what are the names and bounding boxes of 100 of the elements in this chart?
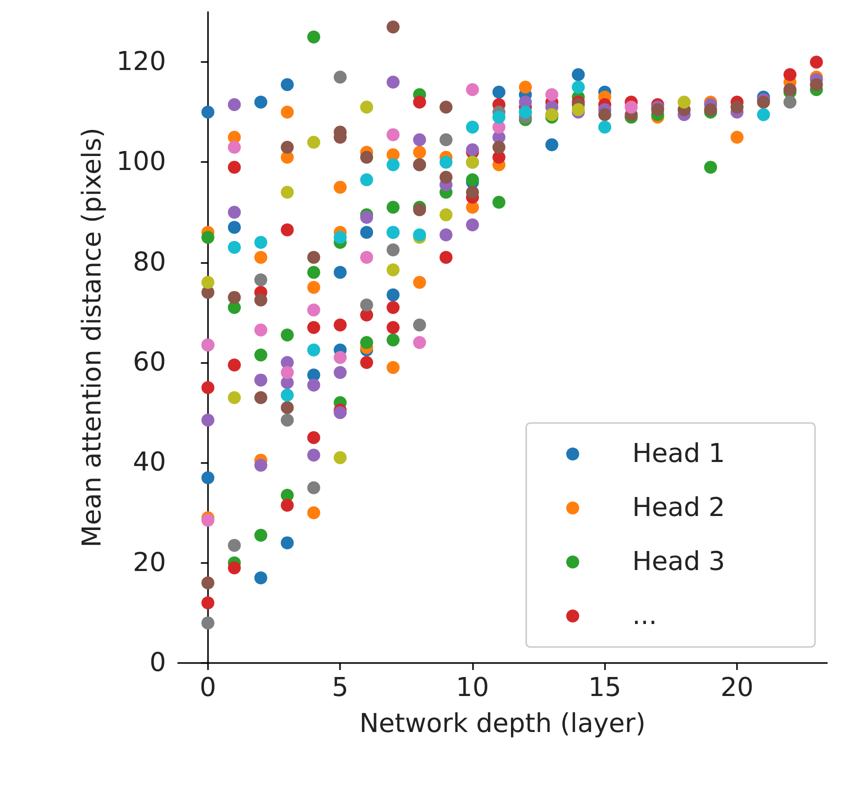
point (360, 100, 374, 114)
point (360, 210, 374, 224)
point (757, 96, 770, 109)
point (386, 200, 400, 214)
point (466, 83, 479, 96)
point (466, 143, 479, 156)
legend-label: Head 3 (632, 547, 726, 577)
point (280, 366, 294, 380)
point (334, 180, 347, 194)
point (572, 68, 585, 82)
point (386, 128, 400, 142)
point (598, 108, 612, 122)
point (334, 451, 347, 464)
point (334, 70, 347, 84)
point (228, 538, 241, 552)
legend-label: Head 1 (632, 439, 726, 469)
point (492, 196, 506, 209)
point (201, 576, 214, 590)
point (307, 303, 320, 316)
point (201, 616, 214, 630)
point (280, 140, 294, 154)
point (228, 98, 241, 112)
point (624, 100, 638, 114)
point (386, 20, 400, 34)
point (280, 388, 294, 402)
point (254, 391, 268, 404)
point (201, 381, 214, 394)
x-tick-label: 0 (200, 673, 216, 703)
y-tick-label: 60 (132, 348, 166, 378)
point (360, 336, 374, 350)
point (413, 203, 426, 216)
point (254, 250, 268, 264)
point (307, 378, 320, 392)
point (518, 80, 532, 94)
point (334, 318, 347, 332)
point (360, 150, 374, 164)
y-axis-title: Mean attention distance (pixels) (77, 128, 108, 548)
point (413, 318, 426, 332)
point (254, 96, 268, 109)
point (280, 78, 294, 92)
point (228, 160, 241, 174)
point (228, 240, 241, 254)
point (440, 133, 453, 146)
y-tick-label: 40 (132, 448, 166, 478)
point (598, 120, 612, 134)
point (254, 374, 268, 387)
point (360, 173, 374, 186)
x-tick-label: 15 (588, 673, 622, 703)
y-tick-label: 20 (132, 548, 166, 578)
point (386, 320, 400, 334)
point (386, 300, 400, 314)
point (386, 158, 400, 172)
point (810, 56, 823, 69)
point (730, 130, 744, 144)
point (413, 133, 426, 146)
point (280, 414, 294, 427)
point (413, 336, 426, 350)
point (334, 366, 347, 380)
point (704, 103, 718, 116)
point (201, 514, 214, 527)
point (783, 68, 796, 82)
point (307, 280, 320, 294)
point (360, 250, 374, 264)
point (651, 103, 664, 116)
point (386, 76, 400, 89)
y-tick-label: 120 (116, 47, 166, 78)
point (307, 136, 320, 149)
y-tick-label: 0 (149, 648, 166, 678)
point (228, 561, 241, 574)
point (201, 596, 214, 610)
point (228, 206, 241, 219)
point (466, 186, 479, 199)
point (386, 361, 400, 374)
point (280, 186, 294, 199)
point (545, 138, 558, 152)
point (413, 96, 426, 109)
point (440, 208, 453, 222)
point (704, 160, 718, 174)
x-axis-title: Network depth (layer) (359, 709, 646, 739)
point (440, 100, 453, 114)
point (307, 448, 320, 462)
point (228, 220, 241, 234)
point (254, 571, 268, 584)
point (307, 266, 320, 279)
y-tick-label: 100 (116, 147, 166, 178)
point (228, 391, 241, 404)
point (280, 536, 294, 550)
point (307, 431, 320, 444)
point (386, 243, 400, 256)
point (492, 110, 506, 124)
point (334, 351, 347, 364)
legend-label: ... (632, 601, 658, 631)
point (307, 481, 320, 494)
point (307, 30, 320, 44)
x-tick-label: 5 (332, 673, 348, 703)
point (572, 80, 585, 94)
point (201, 106, 214, 119)
point (757, 108, 770, 122)
point (810, 78, 823, 92)
point (440, 170, 453, 184)
